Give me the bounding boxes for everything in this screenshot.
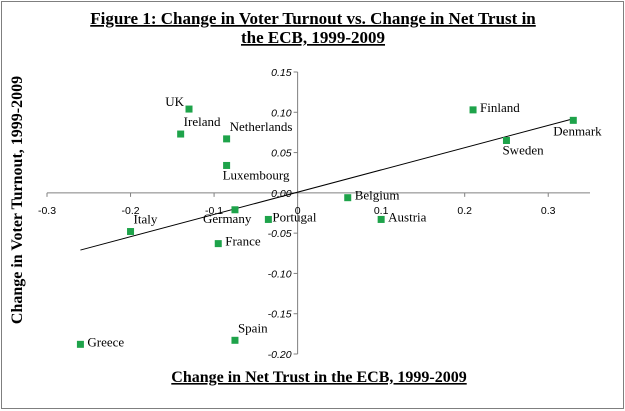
data-point-marker bbox=[231, 206, 239, 214]
data-point-marker bbox=[185, 105, 193, 113]
data-point-label: Belgium bbox=[355, 188, 400, 203]
x-tick-label: 0 bbox=[295, 205, 301, 217]
data-point-marker bbox=[177, 130, 185, 138]
data-point-marker bbox=[127, 228, 135, 236]
data-point-label: Spain bbox=[238, 320, 268, 335]
trendline-group bbox=[80, 118, 574, 251]
x-tick-label: -0.3 bbox=[38, 205, 56, 217]
data-point-label: Italy bbox=[134, 212, 158, 227]
x-tick-label: -0.2 bbox=[121, 205, 139, 217]
y-tick-label: 0.10 bbox=[271, 107, 292, 119]
data-point-marker bbox=[223, 161, 231, 169]
data-point-marker bbox=[569, 116, 577, 124]
data-point-label: Finland bbox=[480, 100, 520, 115]
chart-title-line2: the ECB, 1999-2009 bbox=[241, 28, 385, 47]
y-tick-label: 0.15 bbox=[271, 67, 292, 79]
data-point-label: Portugal bbox=[272, 209, 316, 224]
data-point-label: Sweden bbox=[502, 142, 544, 157]
data-point-marker bbox=[76, 340, 84, 348]
trendline bbox=[80, 118, 574, 251]
data-point-label: Luxembourg bbox=[223, 167, 290, 182]
x-tick-label: -0.1 bbox=[205, 205, 223, 217]
x-tick-label: 0.1 bbox=[374, 205, 389, 217]
data-point-label: Germany bbox=[203, 211, 252, 226]
data-point-label: Ireland bbox=[184, 114, 221, 129]
y-tick-label: -0.10 bbox=[268, 268, 292, 280]
data-point-marker bbox=[502, 136, 510, 144]
y-tick-label: 0.00 bbox=[271, 188, 292, 200]
y-tick-label: -0.20 bbox=[268, 349, 292, 361]
y-tick-label: 0.05 bbox=[271, 148, 292, 160]
y-tick-label: -0.15 bbox=[268, 309, 292, 321]
data-point-label: Netherlands bbox=[230, 119, 293, 134]
y-tick-label: -0.05 bbox=[268, 228, 292, 240]
y-axis-title: Change in Voter Turnout, 1999-2009 bbox=[9, 76, 26, 324]
x-tick-label: 0.2 bbox=[457, 205, 472, 217]
data-point-label: Denmark bbox=[553, 123, 602, 138]
axes: -0.3 -0.2 -0.1 0 0.1 0.2 0.30.150.100.050.00-0… bbox=[38, 67, 590, 361]
data-point-label: Greece bbox=[87, 334, 124, 349]
data-point-marker bbox=[377, 215, 385, 223]
data-point-label: France bbox=[225, 234, 261, 249]
x-axis-title: Change in Net Trust in the ECB, 1999-200… bbox=[171, 369, 466, 386]
data-point-label: UK bbox=[165, 94, 184, 109]
data-point-marker bbox=[223, 135, 231, 143]
data-point-label: Austria bbox=[388, 209, 427, 224]
data-point-marker bbox=[264, 215, 272, 223]
data-point-marker bbox=[231, 336, 239, 344]
data-point-marker bbox=[214, 240, 222, 248]
x-tick-label: 0.3 bbox=[541, 205, 556, 217]
data-point-marker bbox=[469, 106, 477, 114]
data-point-marker bbox=[344, 194, 352, 202]
chart-title-line1: Figure 1: Change in Voter Turnout vs. Ch… bbox=[90, 9, 536, 28]
